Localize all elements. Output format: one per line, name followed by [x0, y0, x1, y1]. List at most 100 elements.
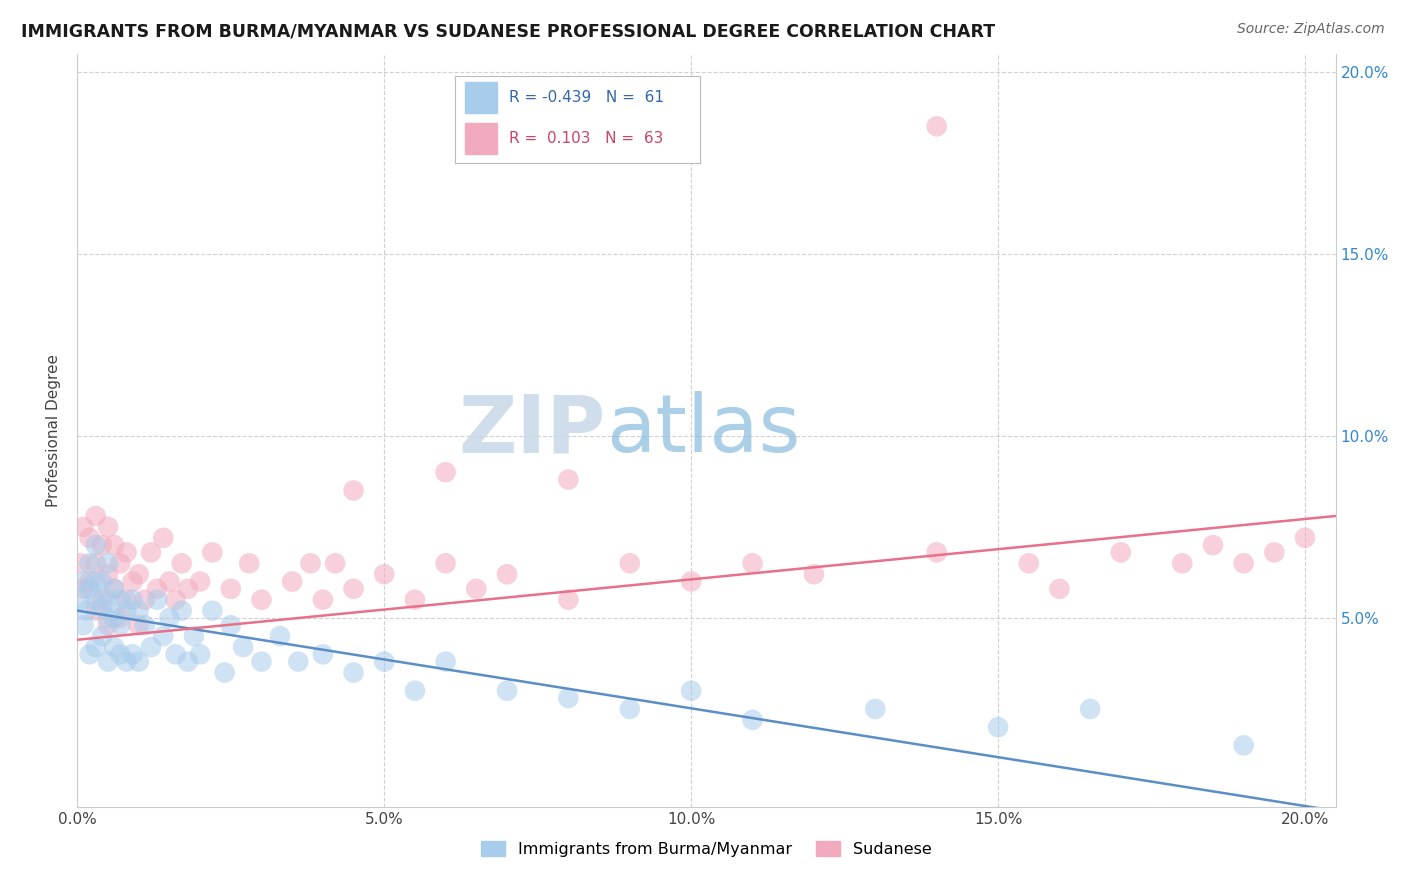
Point	[619, 556, 641, 570]
Point	[103, 611, 125, 625]
Point	[139, 640, 162, 654]
Bar	[464, 82, 496, 113]
Point	[681, 683, 703, 698]
Point	[103, 582, 125, 596]
Point	[219, 618, 242, 632]
Text: Source: ZipAtlas.com: Source: ZipAtlas.com	[1237, 22, 1385, 37]
Point	[312, 592, 335, 607]
Point	[157, 574, 180, 589]
Point	[110, 556, 132, 570]
Point	[79, 531, 101, 545]
Point	[741, 713, 763, 727]
Text: IMMIGRANTS FROM BURMA/MYANMAR VS SUDANESE PROFESSIONAL DEGREE CORRELATION CHART: IMMIGRANTS FROM BURMA/MYANMAR VS SUDANES…	[21, 22, 995, 40]
Point	[110, 648, 132, 662]
Point	[434, 556, 457, 570]
Point	[1233, 556, 1256, 570]
Point	[342, 665, 364, 680]
Point	[681, 574, 703, 589]
Point	[115, 655, 138, 669]
Point	[201, 545, 224, 559]
Point	[557, 691, 579, 706]
Point	[139, 545, 162, 559]
Point	[496, 683, 519, 698]
Point	[177, 582, 200, 596]
Point	[287, 655, 309, 669]
Point	[925, 545, 948, 559]
Text: atlas: atlas	[606, 392, 800, 469]
Point	[619, 702, 641, 716]
Point	[1109, 545, 1132, 559]
Point	[76, 604, 98, 618]
Point	[465, 582, 488, 596]
Point	[79, 582, 101, 596]
Point	[146, 582, 169, 596]
Point	[128, 618, 150, 632]
Point	[219, 582, 242, 596]
Point	[110, 618, 132, 632]
Point	[152, 629, 174, 643]
Point	[323, 556, 346, 570]
Point	[404, 683, 426, 698]
Point	[121, 574, 143, 589]
Point	[103, 582, 125, 596]
Point	[299, 556, 322, 570]
Point	[865, 702, 887, 716]
Point	[741, 556, 763, 570]
Point	[312, 648, 335, 662]
Point	[115, 604, 138, 618]
Text: ZIP: ZIP	[458, 392, 606, 469]
Y-axis label: Professional Degree: Professional Degree	[46, 354, 62, 507]
Point	[250, 655, 273, 669]
Point	[925, 120, 948, 134]
Point	[1294, 531, 1316, 545]
Point	[79, 574, 101, 589]
Point	[170, 556, 193, 570]
Point	[72, 582, 94, 596]
Point	[232, 640, 254, 654]
Point	[128, 567, 150, 582]
Bar	[464, 123, 496, 154]
Point	[115, 592, 138, 607]
Point	[183, 629, 205, 643]
Point	[69, 592, 91, 607]
Point	[496, 567, 519, 582]
Point	[404, 592, 426, 607]
Point	[214, 665, 236, 680]
Point	[84, 604, 107, 618]
Point	[188, 648, 211, 662]
Point	[84, 508, 107, 523]
Point	[97, 556, 120, 570]
Point	[97, 592, 120, 607]
Point	[84, 574, 107, 589]
Point	[250, 592, 273, 607]
Point	[1202, 538, 1225, 552]
Legend: Immigrants from Burma/Myanmar, Sudanese: Immigrants from Burma/Myanmar, Sudanese	[475, 835, 938, 863]
Point	[238, 556, 260, 570]
Point	[434, 655, 457, 669]
Text: R =  0.103   N =  63: R = 0.103 N = 63	[509, 131, 664, 146]
Point	[134, 592, 156, 607]
Point	[72, 520, 94, 534]
Point	[188, 574, 211, 589]
Point	[121, 592, 143, 607]
Point	[97, 567, 120, 582]
Point	[79, 556, 101, 570]
Point	[97, 655, 120, 669]
Point	[128, 655, 150, 669]
Point	[557, 473, 579, 487]
Point	[434, 465, 457, 479]
Point	[90, 629, 112, 643]
Point	[72, 574, 94, 589]
Point	[157, 611, 180, 625]
Point	[84, 556, 107, 570]
Point	[128, 604, 150, 618]
Point	[152, 531, 174, 545]
Point	[134, 618, 156, 632]
Point	[90, 599, 112, 614]
Point	[103, 640, 125, 654]
Point	[72, 618, 94, 632]
Point	[165, 648, 187, 662]
Point	[103, 538, 125, 552]
Point	[1233, 739, 1256, 753]
Point	[1263, 545, 1285, 559]
